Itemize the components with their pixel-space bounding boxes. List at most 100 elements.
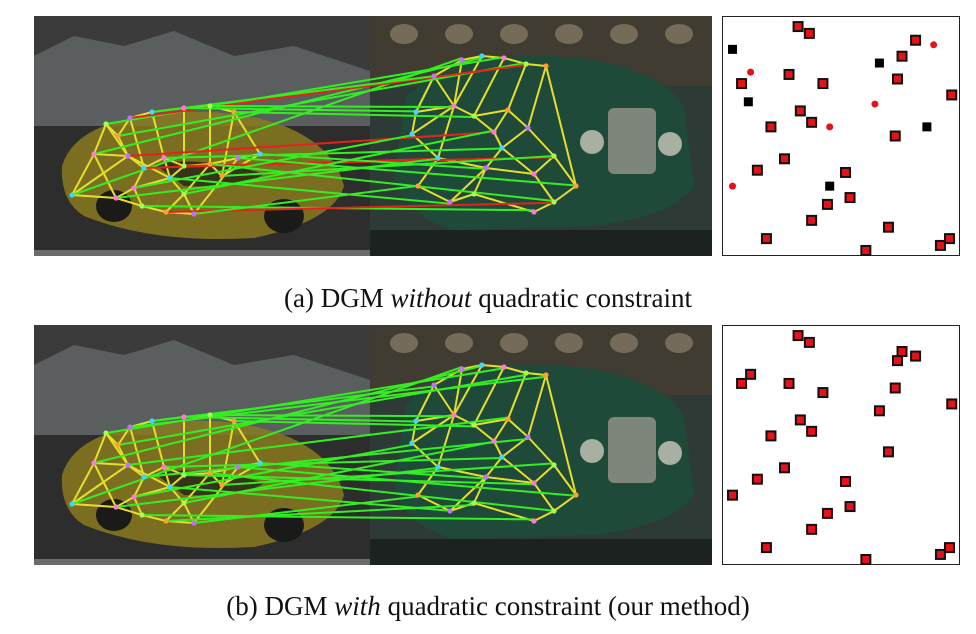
keypoint [479, 53, 485, 59]
graph-edge [115, 496, 135, 508]
correct-assignment-cell [934, 548, 946, 560]
correct-match-line [237, 157, 577, 187]
keypoint [149, 109, 155, 115]
correct-match-line [221, 462, 555, 486]
keypoint [413, 109, 419, 115]
wrong-assignment-cell [728, 44, 738, 54]
keypoint [491, 438, 497, 444]
keypoint [207, 161, 213, 167]
keypoint [573, 183, 579, 189]
ceiling-light [445, 333, 473, 353]
green-car-shape [394, 55, 694, 231]
car-grille-shape [608, 108, 656, 174]
graph-edge [71, 503, 117, 508]
ceiling-light [665, 333, 693, 353]
correct-assignment-cell [840, 166, 852, 178]
road-edge [34, 559, 370, 565]
correct-assignment-cell [943, 542, 955, 554]
graph-edge [527, 65, 547, 129]
graph-edge [71, 153, 95, 196]
graph-edge [481, 364, 505, 368]
correct-match-line [151, 75, 435, 113]
ceiling-light [555, 24, 583, 44]
predicted-assignment-dot [747, 68, 755, 76]
graph-edge [493, 418, 509, 442]
keypoint [501, 364, 507, 370]
keypoint [91, 151, 97, 157]
keypoint [231, 418, 237, 424]
graph-edge [93, 153, 129, 157]
keypoint [471, 422, 477, 428]
graph-edge [527, 374, 547, 438]
keypoint [181, 105, 187, 111]
graph-edge [93, 462, 129, 466]
correct-assignment-cell [882, 446, 894, 458]
correct-match-line [183, 440, 495, 504]
keypoint [505, 416, 511, 422]
keypoint [69, 501, 75, 507]
keypoint [139, 203, 145, 209]
keypoint [149, 418, 155, 424]
keypoint [131, 494, 137, 500]
ceiling-light [610, 24, 638, 44]
keypoint [483, 165, 489, 171]
correct-match-line [209, 414, 455, 418]
graph-edge [485, 476, 535, 484]
correct-match-line [71, 366, 463, 505]
caption-b-emphasis: with [334, 591, 381, 621]
graph-edge [527, 127, 555, 157]
correct-match-line [169, 177, 451, 205]
graph-edge [533, 464, 555, 484]
graph-edge [163, 157, 185, 167]
correct-assignment-cell [736, 78, 748, 90]
graph-edge [501, 456, 535, 484]
correct-assignment-cell [727, 489, 739, 501]
keypoint [531, 171, 537, 177]
keypoint [543, 63, 549, 69]
correct-assignment-cell [783, 377, 795, 389]
correct-match-line [183, 416, 417, 423]
correct-assignment-cell [794, 105, 806, 117]
keypoint [257, 151, 263, 157]
keypoint [113, 504, 119, 510]
caption-b: (b) DGM with quadratic constraint (our m… [0, 590, 976, 622]
keypoint [161, 464, 167, 470]
correct-assignment-cell [760, 542, 772, 554]
correct-assignment-cell [779, 153, 790, 165]
graph-edge [473, 502, 535, 522]
keypoint [523, 61, 529, 67]
correct-match-line [141, 514, 535, 521]
correct-match-line [183, 107, 417, 113]
ceiling-light [390, 333, 418, 353]
keypoint [447, 199, 453, 205]
correct-match-line [221, 155, 555, 177]
wrong-match-line [127, 131, 495, 157]
green-car-shape [394, 364, 694, 539]
keypoint [471, 113, 477, 119]
headlight-shape [580, 439, 604, 463]
graph-edge [525, 372, 547, 376]
graph-edge [473, 167, 487, 195]
graph-edge [473, 418, 509, 426]
keypoint [131, 185, 137, 191]
graph-edge [151, 420, 165, 468]
keypoint [413, 418, 419, 424]
graph-edge [115, 197, 143, 207]
keypoint [451, 412, 457, 418]
keypoint [551, 199, 557, 205]
correct-assignment-cell [806, 523, 818, 535]
road-edge [34, 250, 370, 256]
graph-edge [93, 153, 117, 199]
floor-shape [370, 539, 712, 565]
caption-b-post: quadratic constraint (our method) [387, 591, 750, 621]
graph-edge [507, 109, 529, 129]
keypoint [161, 155, 167, 161]
graph-edge [115, 506, 143, 516]
ceiling-light [500, 333, 528, 353]
graph-edge [433, 75, 455, 107]
graph-edge [165, 193, 185, 213]
graph-edge [105, 123, 129, 157]
graph-edge [453, 414, 475, 426]
correct-match-line [183, 129, 495, 195]
correct-assignment-cell [946, 398, 958, 410]
